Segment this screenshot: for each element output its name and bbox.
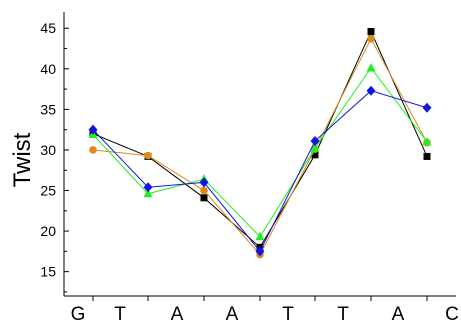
point-diamond-0 <box>88 124 98 135</box>
x-category-label-5: T <box>337 304 349 325</box>
point-triangle-6 <box>422 136 432 146</box>
y-tick-label-20: 20 <box>40 223 56 239</box>
series-square <box>89 27 431 251</box>
point-diamond-2 <box>199 177 209 188</box>
x-category-label-3: A <box>226 304 239 325</box>
point-square-5 <box>367 27 375 35</box>
point-diamond-4 <box>310 136 320 147</box>
y-tick-label-30: 30 <box>40 142 56 158</box>
point-diamond-3 <box>255 246 265 257</box>
x-category-label-0: G <box>71 304 86 325</box>
x-category-label-1: T <box>114 304 126 325</box>
x-category-label-4: T <box>282 304 294 325</box>
series-line-diamond <box>92 90 428 253</box>
x-category-label-2: A <box>171 304 184 325</box>
series-diamond <box>88 85 432 257</box>
x-category-label-7: C <box>445 304 459 325</box>
point-square-4 <box>311 151 319 159</box>
x-category-label-6: A <box>392 304 405 325</box>
y-tick-label-45: 45 <box>40 20 56 36</box>
point-square-2 <box>200 194 208 202</box>
point-triangle-1 <box>143 188 153 198</box>
point-diamond-6 <box>422 102 432 113</box>
y-tick-label-25: 25 <box>40 183 56 199</box>
labels: Twist <box>9 132 36 187</box>
point-diamond-1 <box>143 182 153 193</box>
series-triangle <box>88 62 432 241</box>
series-circle <box>89 34 431 259</box>
point-triangle-3 <box>255 231 265 241</box>
point-triangle-5 <box>366 62 376 72</box>
point-circle-1 <box>144 151 152 160</box>
y-tick-label-40: 40 <box>40 61 56 77</box>
point-circle-2 <box>200 186 208 195</box>
axes: 15 20 25 30 35 40 45 G T A A T T A C <box>40 12 459 325</box>
series-line-square <box>92 30 428 249</box>
y-tick-label-35: 35 <box>40 101 56 117</box>
series-line-circle <box>92 37 428 256</box>
point-circle-0 <box>89 146 97 154</box>
point-diamond-5 <box>366 85 376 96</box>
y-tick-label-15: 15 <box>40 264 56 280</box>
point-triangle-4 <box>310 143 320 152</box>
point-circle-5 <box>367 34 375 43</box>
point-square-6 <box>423 152 431 160</box>
series-layer <box>88 27 432 259</box>
series-line-triangle <box>92 67 428 238</box>
y-axis-title: Twist <box>9 132 36 187</box>
